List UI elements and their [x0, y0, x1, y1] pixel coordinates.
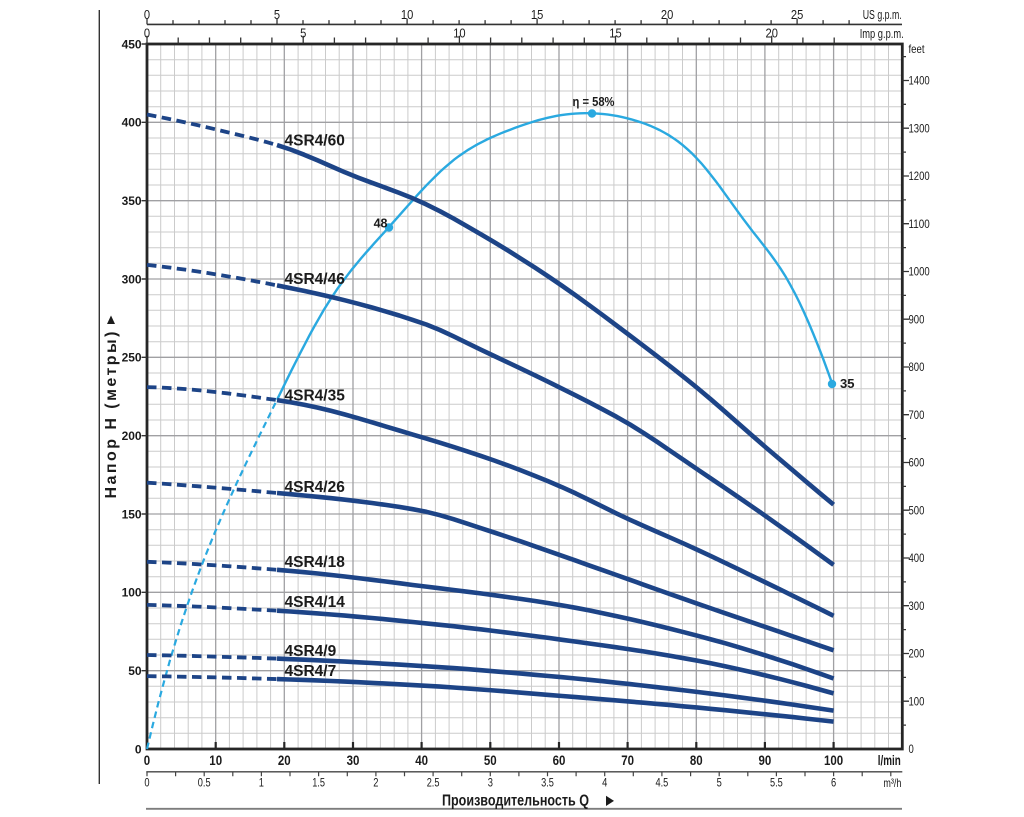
svg-text:2.5: 2.5 [427, 776, 440, 790]
svg-text:0: 0 [144, 752, 151, 768]
svg-text:5: 5 [717, 776, 722, 790]
svg-text:300: 300 [122, 272, 142, 286]
svg-text:4SR4/9: 4SR4/9 [285, 643, 337, 660]
svg-text:10: 10 [453, 25, 465, 40]
svg-text:4SR4/46: 4SR4/46 [285, 271, 346, 288]
svg-text:1300: 1300 [909, 121, 930, 135]
svg-text:500: 500 [909, 503, 925, 517]
svg-text:4SR4/14: 4SR4/14 [285, 594, 346, 611]
svg-text:250: 250 [122, 351, 142, 365]
svg-text:US g.p.m.: US g.p.m. [863, 7, 902, 22]
svg-text:3.5: 3.5 [541, 776, 554, 790]
svg-text:48: 48 [374, 217, 388, 231]
svg-text:400: 400 [122, 116, 142, 130]
svg-text:4SR4/35: 4SR4/35 [285, 388, 346, 405]
svg-text:0: 0 [909, 742, 915, 756]
svg-text:1: 1 [259, 776, 264, 790]
svg-text:600: 600 [909, 456, 925, 470]
svg-text:150: 150 [122, 507, 142, 521]
svg-text:15: 15 [609, 25, 621, 40]
svg-text:450: 450 [122, 37, 142, 51]
svg-text:25: 25 [791, 7, 803, 22]
svg-text:1.5: 1.5 [312, 776, 325, 790]
svg-text:4SR4/18: 4SR4/18 [285, 554, 346, 571]
svg-text:200: 200 [122, 429, 142, 443]
svg-text:50: 50 [484, 752, 497, 768]
svg-text:10: 10 [209, 752, 222, 768]
svg-text:15: 15 [531, 7, 543, 22]
svg-text:100: 100 [122, 586, 142, 600]
svg-text:feet: feet [909, 42, 926, 56]
svg-text:5.5: 5.5 [770, 776, 783, 790]
svg-text:Производительность Q: Производительность Q [442, 792, 589, 809]
svg-text:5: 5 [274, 7, 280, 22]
svg-text:Imp g.p.m.: Imp g.p.m. [860, 26, 904, 41]
svg-text:400: 400 [909, 551, 925, 565]
svg-text:20: 20 [661, 7, 673, 22]
svg-text:100: 100 [824, 752, 843, 768]
svg-text:90: 90 [759, 752, 772, 768]
svg-text:10: 10 [401, 7, 413, 22]
svg-text:350: 350 [122, 194, 142, 208]
svg-text:1100: 1100 [909, 217, 930, 231]
svg-text:200: 200 [909, 647, 925, 661]
svg-text:60: 60 [553, 752, 566, 768]
svg-text:3: 3 [488, 776, 493, 790]
svg-text:300: 300 [909, 599, 925, 613]
svg-text:4: 4 [602, 776, 607, 790]
svg-text:900: 900 [909, 312, 925, 326]
svg-text:5: 5 [300, 25, 306, 40]
svg-text:700: 700 [909, 408, 925, 422]
svg-text:35: 35 [840, 376, 854, 391]
svg-text:4SR4/26: 4SR4/26 [285, 479, 346, 496]
svg-text:6: 6 [831, 776, 836, 790]
svg-text:4.5: 4.5 [656, 776, 669, 790]
svg-text:m³/h: m³/h [883, 776, 901, 790]
svg-text:4SR4/60: 4SR4/60 [285, 133, 345, 150]
svg-text:0.5: 0.5 [198, 776, 211, 790]
svg-text:1000: 1000 [909, 265, 930, 279]
svg-text:800: 800 [909, 360, 925, 374]
svg-text:4SR4/7: 4SR4/7 [285, 663, 337, 680]
svg-text:70: 70 [621, 752, 634, 768]
svg-text:0: 0 [144, 25, 150, 40]
svg-text:20: 20 [766, 25, 778, 40]
svg-text:80: 80 [690, 752, 703, 768]
svg-text:2: 2 [373, 776, 378, 790]
svg-text:1200: 1200 [909, 169, 930, 183]
svg-text:1400: 1400 [909, 74, 930, 88]
svg-text:η = 58%: η = 58% [573, 94, 615, 109]
svg-text:0: 0 [144, 776, 149, 790]
svg-text:30: 30 [347, 752, 360, 768]
svg-text:100: 100 [909, 694, 925, 708]
svg-text:Напор H (метры): Напор H (метры) [103, 332, 120, 499]
svg-text:0: 0 [135, 742, 142, 756]
svg-text:50: 50 [128, 664, 142, 678]
svg-text:0: 0 [144, 7, 150, 22]
svg-text:40: 40 [415, 752, 428, 768]
svg-text:l/min: l/min [878, 752, 901, 768]
svg-text:20: 20 [278, 752, 291, 768]
